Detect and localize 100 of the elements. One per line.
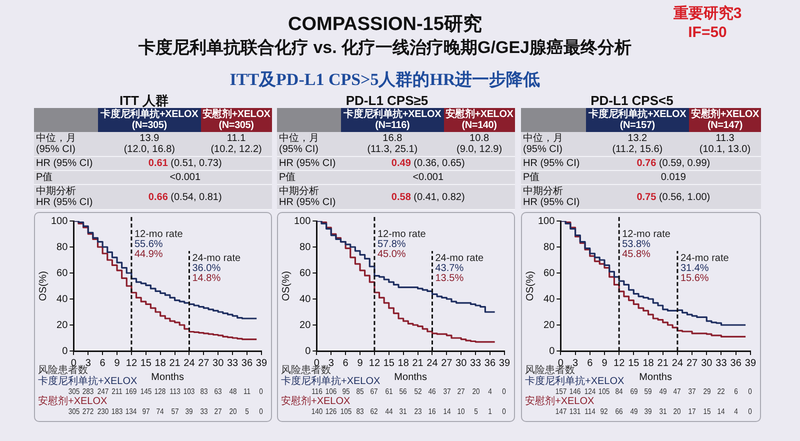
x-tick-label: 18 xyxy=(642,358,654,369)
text: 0.49 (0.36, 0.65) xyxy=(341,156,515,170)
text: 116 106 95 85 67 61 56 52 46 37 27 20 4 0 xyxy=(311,387,506,396)
text: 11.1 (10.2, 12.2) xyxy=(200,132,272,156)
y-tick-label: 0 xyxy=(62,346,68,357)
y-tick-label: 0 xyxy=(305,346,312,357)
y-tick-label: 100 xyxy=(538,216,556,227)
text: P值 xyxy=(34,170,98,184)
x-tick-label: 6 xyxy=(587,358,594,369)
x-tick-label: 30 xyxy=(212,358,224,369)
x-tick-label: 12 xyxy=(126,358,138,369)
text: (N=157) xyxy=(620,120,655,131)
x-tick-label: 36 xyxy=(484,358,496,369)
y-tick-label: 20 xyxy=(300,320,312,331)
text: 147 131 114 92 66 49 39 31 20 17 15 14 4 0 xyxy=(554,407,752,416)
y-tick-label: 100 xyxy=(294,216,312,227)
y-tick-label: 60 xyxy=(544,268,556,279)
text: 0.75 (0.56, 1.00) xyxy=(586,184,761,210)
x-tick-label: 33 xyxy=(716,358,728,369)
x-tick-label: 36 xyxy=(730,358,742,369)
x-tick-label: 39 xyxy=(256,358,268,369)
x-tick-label: 21 xyxy=(657,358,669,369)
x-tick-label: 9 xyxy=(357,358,364,369)
text: 中期分析 HR (95% CI) xyxy=(34,184,98,210)
annotation: 15.6% xyxy=(680,272,709,284)
x-tick-label: 24 xyxy=(426,358,438,369)
x-tick-label: 6 xyxy=(100,358,106,369)
text: 卡度尼利单抗+XELOX xyxy=(588,109,686,120)
annotation: 45.8% xyxy=(622,248,651,260)
x-tick-label: 9 xyxy=(114,358,120,369)
text: 安慰剂+XELOX xyxy=(691,109,759,120)
x-axis-title: Months xyxy=(151,372,184,383)
x-axis-title: Months xyxy=(639,372,672,383)
text: P值 xyxy=(277,170,342,184)
text: HR (95% CI) xyxy=(34,156,98,170)
text: 0.61 (0.51, 0.73) xyxy=(98,156,272,170)
x-tick-label: 39 xyxy=(744,358,756,369)
text: 157 146 124 105 84 69 59 49 47 37 29 22 6 0 xyxy=(554,387,752,396)
chart-title: PD-L1 CPS≥5 xyxy=(344,93,430,108)
x-tick-label: 3 xyxy=(572,358,578,369)
text: <0.001 xyxy=(98,170,272,184)
ref-line-label: 12-mo rate xyxy=(622,228,671,240)
x-tick-label: 21 xyxy=(412,358,424,369)
y-tick-label: 40 xyxy=(544,294,556,305)
text: ITT及PD-L1 CPS>5人群的HR进一步降低 xyxy=(228,69,542,90)
x-tick-label: 12 xyxy=(368,358,380,369)
x-tick-label: 15 xyxy=(140,358,152,369)
text: 11.3 (10.1, 13.0) xyxy=(688,132,761,156)
ref-line-label: 24-mo rate xyxy=(680,252,730,264)
x-tick-label: 21 xyxy=(169,358,181,369)
x-tick-label: 12 xyxy=(614,358,626,369)
text: (N=147) xyxy=(707,120,742,131)
y-axis-title: OS(%) xyxy=(280,271,292,301)
annotation: 53.8% xyxy=(622,238,651,250)
text: 10.8 (9.0, 12.9) xyxy=(444,132,515,156)
x-tick-label: 27 xyxy=(686,358,698,369)
text: (N=116) xyxy=(375,120,410,131)
chart-title: ITT 人群 xyxy=(118,93,170,108)
y-axis-title: OS(%) xyxy=(38,271,49,301)
y-tick-label: 80 xyxy=(300,242,312,253)
text: 卡度尼利单抗+XELOX xyxy=(344,109,442,120)
annotation: 57.8% xyxy=(377,238,406,250)
text: HR (95% CI) xyxy=(521,156,586,170)
annotation: 45.0% xyxy=(377,248,406,260)
x-tick-label: 15 xyxy=(628,358,640,369)
text: P值 xyxy=(521,170,586,184)
annotation: 13.5% xyxy=(435,272,464,284)
text: 中位，月 (95% CI) xyxy=(521,132,586,156)
x-tick-label: 27 xyxy=(441,358,453,369)
text: 0.76 (0.59, 0.99) xyxy=(586,156,761,170)
text: (N=140) xyxy=(462,120,497,131)
text: 0.66 (0.54, 0.81) xyxy=(98,184,272,210)
x-tick-label: 15 xyxy=(383,358,395,369)
x-tick-label: 18 xyxy=(154,358,166,369)
text: 安慰剂+XELOX xyxy=(281,396,350,407)
x-tick-label: 6 xyxy=(342,358,349,369)
ref-line-label: 24-mo rate xyxy=(192,252,242,264)
x-tick-label: 30 xyxy=(456,358,468,369)
text: 16.8 (11.3, 25.1) xyxy=(341,132,444,156)
text: 305 272 230 183 134 97 74 57 39 33 27 20 5 0 xyxy=(68,407,264,416)
text: 卡度尼利单抗+XELOX xyxy=(100,109,198,120)
y-tick-label: 20 xyxy=(56,320,68,331)
text: 中位，月 (95% CI) xyxy=(34,132,98,156)
text: 卡度尼利单抗+XELOX xyxy=(38,376,138,387)
text: 0.58 (0.41, 0.82) xyxy=(341,184,515,210)
x-tick-label: 39 xyxy=(498,358,510,369)
y-tick-label: 40 xyxy=(300,294,312,305)
x-tick-label: 27 xyxy=(198,358,210,369)
text: 安慰剂+XELOX xyxy=(525,396,594,407)
y-tick-label: 80 xyxy=(56,242,68,253)
chart-title: PD-L1 CPS<5 xyxy=(590,93,674,108)
x-tick-label: 18 xyxy=(398,358,410,369)
annotation: 55.6% xyxy=(134,238,163,250)
x-axis-title: Months xyxy=(394,372,427,383)
text: 中位，月 (95% CI) xyxy=(277,132,342,156)
annotation: 36.0% xyxy=(192,262,221,274)
x-tick-label: 30 xyxy=(701,358,713,369)
annotation: 14.8% xyxy=(192,272,221,284)
text: IF=50 xyxy=(687,24,728,42)
x-tick-label: 9 xyxy=(602,358,608,369)
